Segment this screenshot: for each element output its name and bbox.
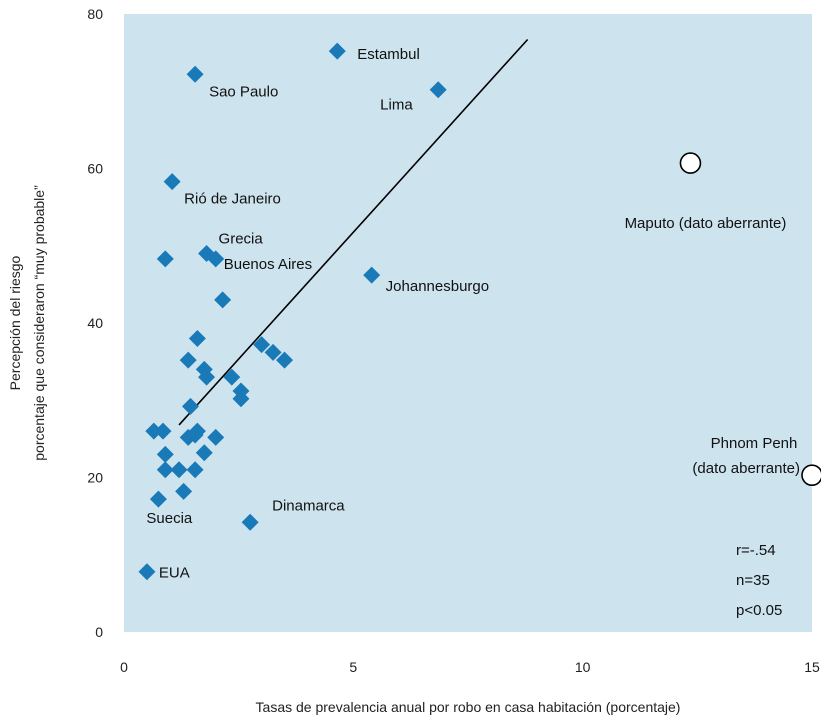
data-point — [156, 445, 174, 463]
x-axis-title: Tasas de prevalencia anual por robo en c… — [256, 699, 681, 715]
x-tick-label: 10 — [575, 659, 591, 675]
data-point — [149, 490, 167, 508]
data-point — [328, 42, 346, 60]
point-label: Lima — [380, 97, 413, 114]
data-point — [186, 461, 204, 479]
point-label: Suecia — [146, 510, 193, 527]
y-tick-label: 0 — [95, 624, 103, 640]
y-tick-label: 60 — [87, 161, 103, 177]
data-point — [214, 291, 232, 309]
point-label: Sao Paulo — [209, 83, 278, 100]
data-point — [163, 173, 181, 191]
point-label: Estambul — [357, 46, 420, 63]
point-label: Johannesburgo — [386, 278, 489, 295]
data-point — [188, 422, 206, 440]
outlier-label: Phnom Penh — [711, 435, 798, 452]
data-point — [182, 397, 200, 415]
annotation-n: n=35 — [736, 572, 770, 589]
annotation-p: p<0.05 — [736, 602, 782, 619]
point-label: EUA — [159, 565, 190, 582]
y-tick-label: 80 — [87, 6, 103, 22]
data-point — [186, 65, 204, 83]
y-tick-label: 40 — [87, 315, 103, 331]
data-point — [198, 368, 216, 386]
data-point — [179, 351, 197, 369]
data-point — [429, 81, 447, 99]
plot-area — [124, 14, 812, 632]
data-point — [170, 461, 188, 479]
y-axis-title-line1: Percepción del riesgo — [7, 255, 23, 390]
y-tick-label: 20 — [87, 470, 103, 486]
outlier-point — [801, 464, 821, 486]
data-point — [175, 482, 193, 500]
data-point — [138, 563, 156, 581]
data-point — [241, 513, 259, 531]
data-point — [154, 422, 172, 440]
outlier-point — [679, 152, 702, 174]
outlier-label: (dato aberrante) — [692, 460, 800, 477]
data-point — [188, 329, 206, 347]
data-point — [264, 343, 282, 361]
point-label: Rió de Janeiro — [184, 191, 281, 208]
trend-line — [178, 38, 529, 426]
data-point — [156, 461, 174, 479]
data-point — [195, 444, 213, 462]
data-point — [207, 428, 225, 446]
x-tick-label: 0 — [120, 659, 128, 675]
outlier-label: Maputo (dato aberrante) — [625, 215, 787, 232]
x-tick-label: 15 — [804, 659, 820, 675]
y-axis-title-line2: porcentaje que consideraron “muy probabl… — [31, 185, 47, 461]
data-point — [253, 336, 271, 354]
data-point — [276, 351, 294, 369]
x-tick-label: 5 — [349, 659, 357, 675]
data-point — [156, 250, 174, 268]
point-label: Dinamarca — [272, 497, 345, 514]
data-point — [232, 390, 250, 408]
point-label: Buenos Aires — [224, 256, 312, 273]
annotation-r: r=-.54 — [736, 542, 776, 559]
data-point — [207, 250, 225, 268]
data-point — [145, 422, 163, 440]
data-point — [223, 368, 241, 386]
point-label: Grecia — [219, 230, 264, 247]
data-point — [363, 266, 381, 284]
